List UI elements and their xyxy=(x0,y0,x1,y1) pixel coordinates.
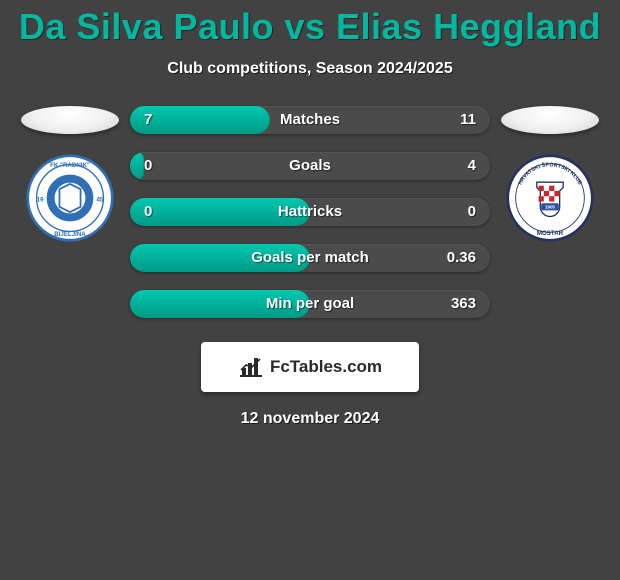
stat-right-value: 0 xyxy=(468,198,476,226)
svg-text:MOSTAR: MOSTAR xyxy=(537,230,564,237)
stat-bar: 7 Matches 11 xyxy=(130,106,490,134)
svg-text:BIJELJINA: BIJELJINA xyxy=(54,231,86,238)
stat-bar: Min per goal 363 xyxy=(130,290,490,318)
comparison-panel: FK "RADNIK" BIJELJINA 19 45 7 Matches 11… xyxy=(0,106,620,318)
subtitle: Club competitions, Season 2024/2025 xyxy=(0,60,620,78)
stat-right-value: 0.36 xyxy=(447,244,476,272)
page-title: Da Silva Paulo vs Elias Heggland xyxy=(0,0,620,48)
stat-bar: 0 Goals 4 xyxy=(130,152,490,180)
svg-text:19: 19 xyxy=(37,197,44,204)
stat-bar: Goals per match 0.36 xyxy=(130,244,490,272)
right-team-column: 1905 HRVATSKI ŠPORTSKI KLUB MOSTAR xyxy=(490,106,610,242)
svg-text:1905: 1905 xyxy=(545,205,555,210)
brand-label: FcTables.com xyxy=(270,357,382,377)
stat-label: Goals per match xyxy=(130,244,490,272)
stat-right-value: 363 xyxy=(451,290,476,318)
left-team-column: FK "RADNIK" BIJELJINA 19 45 xyxy=(10,106,130,242)
stat-label: Goals xyxy=(130,152,490,180)
brand-box: FcTables.com xyxy=(201,342,419,392)
left-team-badge: FK "RADNIK" BIJELJINA 19 45 xyxy=(26,154,114,242)
stat-right-value: 4 xyxy=(468,152,476,180)
right-team-badge: 1905 HRVATSKI ŠPORTSKI KLUB MOSTAR xyxy=(506,154,594,242)
bar-chart-icon xyxy=(238,356,264,378)
svg-text:FK "RADNIK": FK "RADNIK" xyxy=(50,162,90,169)
shield-icon: 1905 HRVATSKI ŠPORTSKI KLUB MOSTAR xyxy=(506,154,594,242)
date-label: 12 november 2024 xyxy=(0,410,620,428)
stat-label: Hattricks xyxy=(130,198,490,226)
player-photo-placeholder-left xyxy=(21,106,119,134)
stat-label: Min per goal xyxy=(130,290,490,318)
shield-icon: FK "RADNIK" BIJELJINA 19 45 xyxy=(26,154,114,242)
stats-bars: 7 Matches 11 0 Goals 4 0 Hattricks 0 Goa… xyxy=(130,106,490,318)
player-photo-placeholder-right xyxy=(501,106,599,134)
svg-text:45: 45 xyxy=(96,197,103,204)
stat-right-value: 11 xyxy=(460,106,476,134)
stat-bar: 0 Hattricks 0 xyxy=(130,198,490,226)
stat-label: Matches xyxy=(130,106,490,134)
